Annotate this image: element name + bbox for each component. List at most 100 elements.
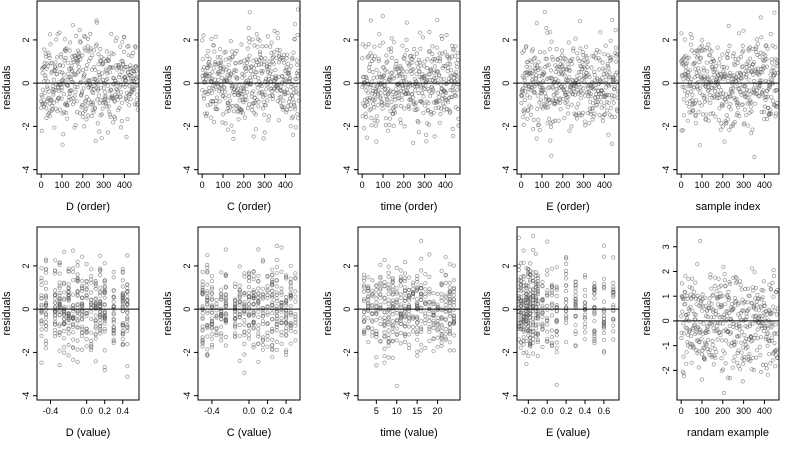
data-point [386,355,391,360]
data-point [592,340,597,346]
data-point [361,314,367,319]
data-point [72,99,77,104]
data-point [719,355,724,361]
data-point [279,292,284,297]
data-point [612,114,617,119]
data-point [84,261,89,267]
data-point [251,269,256,275]
x-tick-label: 10 [392,406,402,416]
data-point [435,326,440,332]
data-point [773,114,778,119]
data-point [426,87,431,92]
data-point [371,75,376,80]
data-point [398,341,403,346]
data-point [586,72,591,77]
data-point [52,64,58,69]
x-tick-label: 0.0 [243,406,256,416]
data-point [541,86,546,91]
data-point [421,94,426,99]
data-point [437,58,443,64]
data-point [62,37,68,42]
x-tick-label: 0 [679,180,684,190]
data-point [250,37,255,42]
data-point [752,83,758,88]
data-point [278,100,283,105]
data-point [554,340,559,345]
data-point [703,303,708,308]
data-point [398,314,403,319]
data-point [269,50,274,56]
data-point [54,55,60,60]
data-point [209,286,214,292]
data-point [741,361,746,366]
data-point [76,50,82,55]
data-point [580,91,585,96]
data-point [205,311,210,316]
x-tick-label: 100 [215,180,230,190]
data-point [418,63,423,68]
data-point [49,103,54,109]
data-point [716,276,721,281]
data-point [579,77,584,82]
data-point [701,68,707,73]
data-point [80,330,85,335]
data-point [265,98,270,103]
x-tick-label: 300 [257,180,272,190]
data-point [451,319,456,324]
data-point [266,81,271,87]
data-point [209,296,214,301]
data-point [95,82,100,87]
data-point [390,292,395,297]
data-point [545,239,550,244]
data-point [772,308,777,313]
data-point [283,320,289,325]
data-point [445,100,451,105]
data-point [769,324,774,330]
data-point [563,271,569,277]
data-point [288,291,293,296]
data-point [57,348,62,353]
data-point [728,89,733,94]
data-point [439,323,444,328]
data-point [75,302,80,307]
data-point [695,86,700,92]
data-point [361,283,367,288]
data-point [423,300,428,305]
data-point [545,268,550,273]
data-point [57,322,62,327]
data-point [601,254,607,259]
data-point [724,293,730,298]
data-point [295,112,300,117]
data-point [724,313,729,319]
data-point [114,35,119,40]
data-point [66,317,71,322]
data-point [89,345,94,350]
data-point [582,325,588,330]
data-point [251,302,256,307]
data-point [537,49,543,55]
data-point [205,282,210,287]
data-point [394,290,399,295]
data-point [111,81,116,86]
data-point [601,350,607,355]
data-point [443,316,448,321]
data-point [274,328,279,333]
data-point [535,273,540,278]
data-point [398,283,403,288]
data-point [270,300,275,305]
data-point [407,97,412,103]
data-point [384,60,389,65]
data-point [430,44,435,49]
data-point [85,78,90,83]
data-point [417,69,422,74]
data-point [524,44,529,49]
data-point [260,106,265,111]
data-point [420,35,425,40]
data-point [242,115,248,120]
data-point [430,51,435,57]
data-point [110,120,116,125]
data-point [402,271,407,276]
y-tick-label: 2 [182,37,192,42]
data-point [200,290,205,295]
data-point [378,287,383,292]
